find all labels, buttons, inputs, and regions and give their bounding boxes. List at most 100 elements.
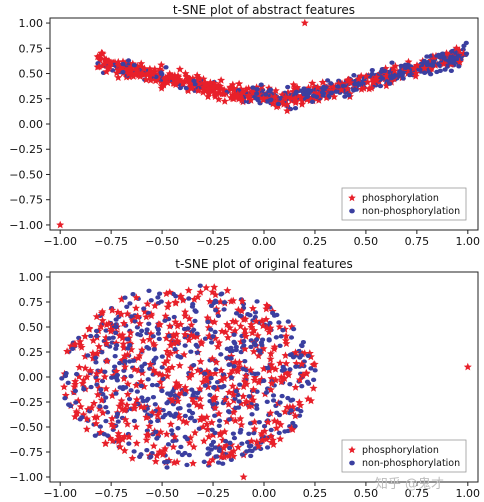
phosphorylation-point xyxy=(171,299,180,307)
phosphorylation-point xyxy=(113,308,122,316)
non-phosphorylation-point xyxy=(351,73,357,78)
phosphorylation-point xyxy=(214,95,223,103)
phosphorylation-point xyxy=(179,79,188,87)
non-phosphorylation-point xyxy=(114,411,121,417)
non-phosphorylation-point xyxy=(149,451,155,456)
non-phosphorylation-point xyxy=(292,423,298,429)
phosphorylation-point xyxy=(266,355,275,363)
non-phosphorylation-point xyxy=(328,90,334,96)
phosphorylation-point xyxy=(133,312,142,320)
legend-label: phosphorylation xyxy=(362,445,439,456)
non-phosphorylation-point xyxy=(202,371,208,376)
non-phosphorylation-point xyxy=(259,342,265,348)
non-phosphorylation-point xyxy=(72,388,79,394)
phosphorylation-point xyxy=(217,376,226,384)
non-phosphorylation-point xyxy=(252,314,258,320)
non-phosphorylation-point xyxy=(274,410,280,416)
non-phosphorylation-point xyxy=(258,82,264,87)
non-phosphorylation-point xyxy=(113,317,119,322)
non-phosphorylation-point xyxy=(170,401,176,407)
phosphorylation-point xyxy=(74,372,83,381)
non-phosphorylation-point xyxy=(397,69,403,74)
phosphorylation-point xyxy=(170,332,179,340)
phosphorylation-point xyxy=(203,376,212,385)
non-phosphorylation-point xyxy=(300,92,307,97)
non-phosphorylation-point xyxy=(221,372,227,377)
phosphorylation-point xyxy=(282,331,291,340)
phosphorylation-point xyxy=(169,79,178,87)
phosphorylation-point xyxy=(86,366,95,374)
phosphorylation-point xyxy=(205,458,214,467)
non-phosphorylation-point xyxy=(242,359,248,364)
phosphorylation-point xyxy=(362,72,371,80)
x-tick-label: −0.75 xyxy=(94,235,128,248)
non-phosphorylation-point xyxy=(177,354,184,360)
non-phosphorylation-point xyxy=(308,366,314,371)
non-phosphorylation-point xyxy=(114,343,120,348)
phosphorylation-point xyxy=(411,72,420,80)
non-phosphorylation-point xyxy=(100,392,106,397)
phosphorylation-point xyxy=(128,314,137,323)
phosphorylation-point xyxy=(372,76,381,84)
phosphorylation-point xyxy=(284,368,293,377)
non-phosphorylation-point xyxy=(280,328,286,333)
phosphorylation-point xyxy=(117,295,126,303)
phosphorylation-point xyxy=(138,345,146,354)
phosphorylation-point xyxy=(307,396,315,405)
phosphorylation-point xyxy=(132,439,141,447)
phosphorylation-point xyxy=(102,320,111,329)
non-phosphorylation-point xyxy=(206,451,212,456)
non-phosphorylation-point xyxy=(124,304,130,309)
non-phosphorylation-point xyxy=(263,92,269,97)
non-phosphorylation-point xyxy=(225,409,232,414)
non-phosphorylation-point xyxy=(205,319,211,325)
phosphorylation-point xyxy=(104,319,113,328)
non-phosphorylation-point xyxy=(241,338,247,344)
non-phosphorylation-point xyxy=(186,296,192,301)
phosphorylation-point xyxy=(280,374,289,382)
non-phosphorylation-point xyxy=(213,367,219,372)
phosphorylation-point xyxy=(230,92,239,101)
phosphorylation-point xyxy=(257,429,266,438)
phosphorylation-outlier xyxy=(56,220,65,229)
phosphorylation-point xyxy=(120,432,129,440)
non-phosphorylation-point xyxy=(158,299,164,304)
non-phosphorylation-point xyxy=(346,92,352,98)
non-phosphorylation-point xyxy=(227,440,233,446)
non-phosphorylation-point xyxy=(172,393,178,398)
phosphorylation-point xyxy=(281,94,290,103)
phosphorylation-point xyxy=(215,338,224,347)
phosphorylation-point xyxy=(250,417,259,426)
non-phosphorylation-point xyxy=(306,89,312,94)
phosphorylation-point xyxy=(152,451,161,460)
non-phosphorylation-point xyxy=(253,96,259,101)
phosphorylation-point xyxy=(103,356,111,365)
non-phosphorylation-point xyxy=(450,60,456,65)
phosphorylation-point xyxy=(445,50,454,59)
phosphorylation-point xyxy=(266,385,275,394)
phosphorylation-point xyxy=(149,441,158,450)
non-phosphorylation-point xyxy=(422,70,428,76)
phosphorylation-point xyxy=(234,443,243,451)
non-phosphorylation-point xyxy=(126,396,133,402)
non-phosphorylation-point xyxy=(168,412,174,418)
non-phosphorylation-point xyxy=(134,325,140,330)
phosphorylation-point xyxy=(202,413,211,421)
phosphorylation-point xyxy=(63,347,72,355)
non-phosphorylation-point xyxy=(146,346,152,351)
phosphorylation-point xyxy=(179,296,188,304)
phosphorylation-point xyxy=(258,316,266,325)
phosphorylation-point xyxy=(250,424,259,433)
non-phosphorylation-point xyxy=(239,333,245,339)
phosphorylation-point xyxy=(239,315,248,323)
phosphorylation-point xyxy=(196,357,205,365)
phosphorylation-point xyxy=(93,413,102,421)
non-phosphorylation-point xyxy=(197,283,203,288)
phosphorylation-outlier xyxy=(463,362,472,371)
y-tick-label: 0.75 xyxy=(19,296,44,309)
x-tick-label: −0.25 xyxy=(196,235,230,248)
non-phosphorylation-point xyxy=(228,356,234,361)
phosphorylation-point xyxy=(237,420,246,429)
non-phosphorylation-point xyxy=(127,301,133,306)
phosphorylation-point xyxy=(117,399,126,408)
